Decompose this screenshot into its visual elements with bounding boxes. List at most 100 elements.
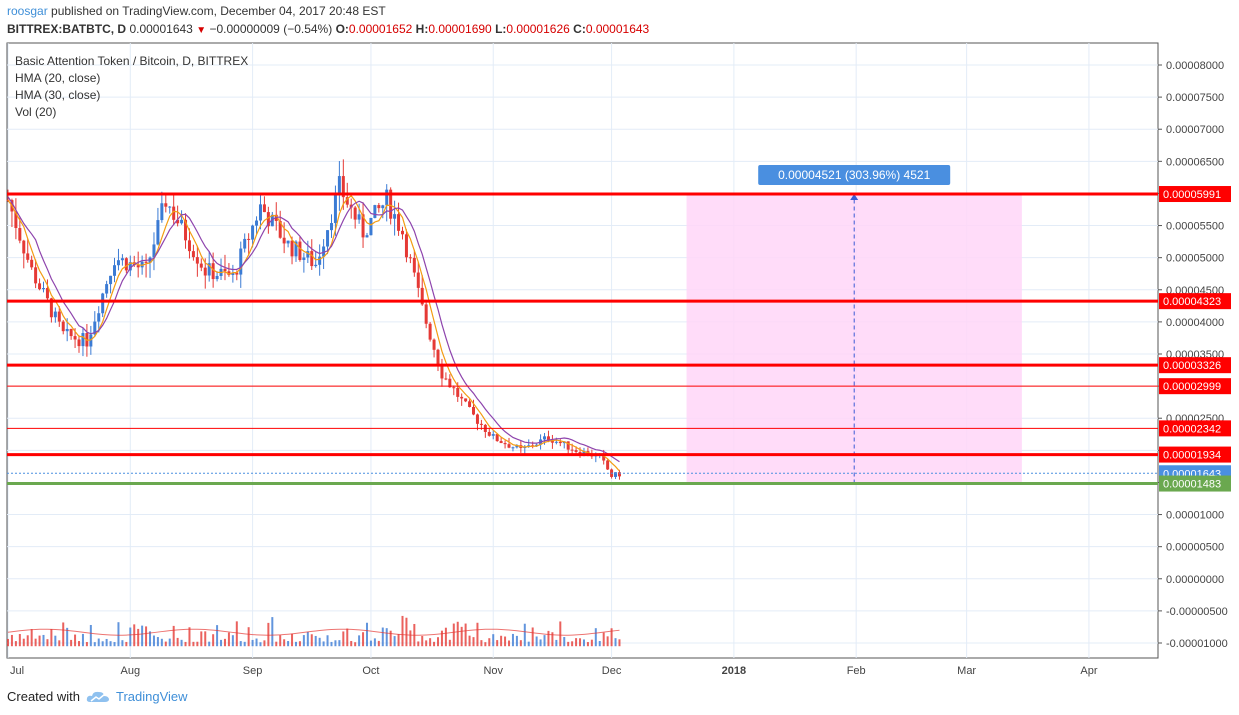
- candle-body: [440, 364, 444, 379]
- candle-body: [444, 378, 448, 380]
- candle-body: [69, 328, 73, 337]
- candle-body: [61, 321, 65, 332]
- candle-body: [464, 398, 468, 402]
- volume-bar: [397, 634, 400, 647]
- candle-body: [251, 225, 255, 240]
- level-price-label: 0.00003326: [1163, 360, 1221, 372]
- level-price-box: [1159, 446, 1231, 463]
- candle-body: [128, 262, 132, 271]
- volume-bar: [160, 638, 163, 647]
- candle-body: [404, 234, 408, 258]
- volume-bar: [472, 637, 475, 647]
- published-text: published on TradingView.com, December 0…: [51, 4, 386, 18]
- volume-bar: [440, 630, 443, 647]
- candle-body: [124, 258, 128, 271]
- volume-bar: [610, 628, 613, 647]
- tradingview-logo-icon[interactable]: [86, 690, 110, 704]
- candle-body: [456, 388, 460, 397]
- volume-bar: [231, 635, 234, 647]
- close-value: 0.00001643: [585, 22, 650, 36]
- candle-body: [262, 204, 266, 213]
- candle-body: [452, 387, 456, 389]
- candle-body: [302, 257, 306, 260]
- candle-body: [310, 251, 314, 267]
- volume-bar: [10, 634, 13, 647]
- candle-body: [491, 434, 495, 436]
- volume-bar: [227, 632, 230, 647]
- candle-body: [412, 257, 416, 273]
- ohlc-line: BITTREX:BATBTC, D 0.00001643 ▼ −0.000000…: [7, 22, 649, 36]
- candle-body: [397, 214, 401, 231]
- candle-body: [432, 339, 436, 350]
- candle-body: [535, 444, 539, 447]
- candle-body: [172, 206, 176, 220]
- candle-body: [235, 272, 239, 275]
- volume-bar: [204, 631, 207, 647]
- candle-body: [77, 339, 81, 347]
- level-price-label: 0.00004323: [1163, 296, 1221, 308]
- volume-bar: [563, 637, 566, 647]
- tradingview-link[interactable]: TradingView: [115, 689, 188, 704]
- candle-body: [361, 214, 365, 238]
- volume-bar: [168, 638, 171, 647]
- volume-bar: [7, 638, 9, 647]
- volume-bar: [381, 627, 384, 647]
- candle-body: [247, 238, 251, 240]
- candle-body: [558, 441, 562, 444]
- volume-bar: [74, 634, 77, 647]
- legend-vol[interactable]: Vol (20): [15, 105, 57, 119]
- candle-body: [329, 223, 333, 231]
- volume-bar: [582, 639, 585, 647]
- candle-body: [574, 450, 578, 452]
- volume-bar: [18, 634, 21, 647]
- volume-bar: [350, 640, 353, 647]
- volume-bar: [460, 626, 463, 647]
- volume-bar: [365, 622, 368, 647]
- author-link[interactable]: roosgar: [7, 4, 48, 18]
- y-tick-label: 0.00000000: [1166, 574, 1224, 586]
- volume-bar: [85, 642, 88, 647]
- candle-body: [515, 445, 519, 448]
- level-price-label: 0.00002999: [1163, 381, 1221, 393]
- volume-bar: [492, 634, 495, 647]
- candle-body: [606, 460, 610, 470]
- candle-body: [479, 423, 483, 425]
- volume-bar: [590, 639, 593, 647]
- candle-body: [408, 257, 412, 259]
- candle-body: [393, 214, 397, 219]
- y-tick-label: 0.00004000: [1166, 317, 1224, 329]
- volume-bar: [216, 625, 219, 647]
- volume-bar: [500, 635, 503, 647]
- candle-body: [255, 220, 259, 226]
- candle-body: [318, 256, 322, 265]
- volume-bar: [559, 621, 562, 647]
- candle-body: [49, 298, 53, 318]
- candle-body: [436, 349, 440, 365]
- legend-hma20[interactable]: HMA (20, close): [15, 71, 101, 85]
- candle-body: [357, 214, 361, 220]
- volume-bar: [437, 637, 440, 647]
- candle-body: [168, 206, 172, 208]
- candle-body: [101, 293, 105, 314]
- candle-body: [617, 472, 621, 477]
- volume-bar: [255, 638, 258, 647]
- hma20-line: [7, 194, 620, 472]
- candle-body: [566, 441, 570, 450]
- legend-hma30[interactable]: HMA (30, close): [15, 88, 101, 102]
- candle-body: [381, 205, 385, 209]
- volume-bar: [602, 632, 605, 647]
- candle-body: [109, 275, 113, 285]
- candle-body: [475, 414, 479, 424]
- volume-bar: [46, 639, 49, 647]
- volume-bar: [263, 640, 266, 647]
- level-price-box: [1159, 420, 1231, 437]
- volume-bar: [22, 638, 25, 647]
- candle-body: [353, 207, 357, 220]
- volume-bar: [551, 632, 554, 647]
- volume-bar: [208, 641, 211, 647]
- candle-body: [57, 311, 61, 322]
- y-tick-label: 0.00006500: [1166, 156, 1224, 168]
- volume-bar: [287, 641, 290, 647]
- high-label: H:: [415, 22, 429, 36]
